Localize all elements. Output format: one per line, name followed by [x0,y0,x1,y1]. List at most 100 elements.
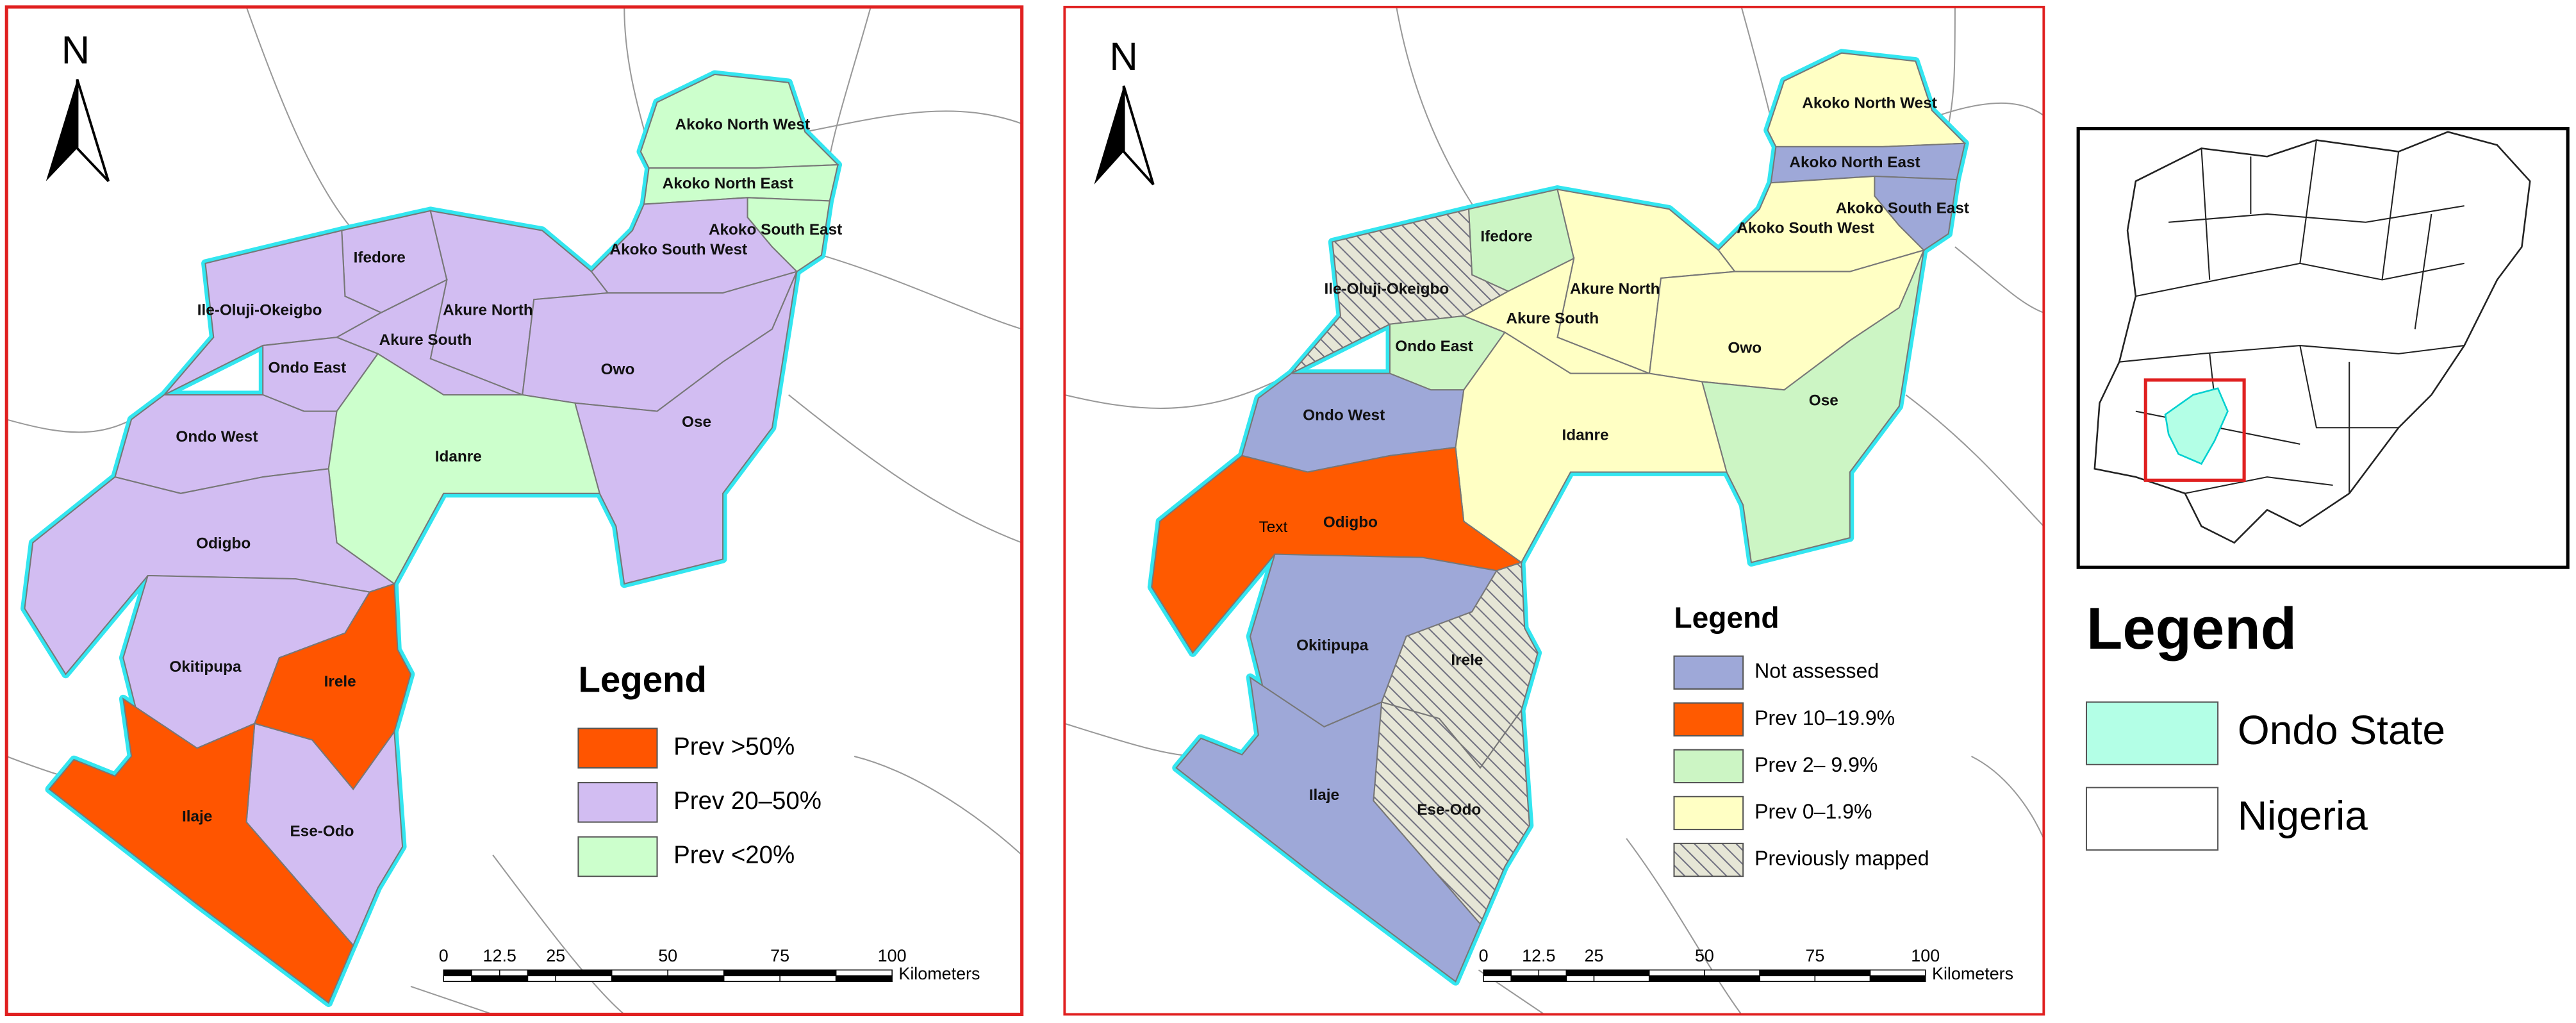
region-label: Akure North [1570,280,1660,297]
scale-segment [1483,969,1512,977]
region-label: Ose [682,413,711,431]
scale-segment [527,969,556,977]
legend-swatch [1673,749,1744,784]
region-label: Ilaje [1309,786,1339,804]
scale-segment [611,975,668,983]
region-label: Ifedore [354,249,406,267]
legend-swatch [577,728,658,769]
region-label: Akoko North West [675,116,811,133]
region-label: Okitipupa [1296,637,1369,654]
legend-label: Nigeria [2238,792,2368,838]
region [574,271,798,585]
legend-title: Legend [578,660,707,700]
region-label: Okitipupa [169,658,242,676]
region-label: Akure South [1506,310,1599,327]
region-label: Akoko North West [1802,95,1937,112]
scale-segment [499,969,529,977]
scale-segment [555,969,613,977]
legend-label: Prev 20–50% [673,787,822,815]
scale-segment [723,969,780,977]
scale-segment [471,969,500,977]
legend-swatch [577,836,658,877]
region-label: Owo [601,361,635,378]
scale-segment [779,975,837,983]
scale-segment [1869,975,1926,983]
legend-swatch [577,781,658,823]
scale-unit: Kilometers [1932,964,2013,983]
region-label: Akoko South West [610,241,748,258]
scale-tick-label: 75 [1805,946,1824,965]
region-label: Ifedore [1480,228,1532,245]
legend-label: Not assessed [1754,660,1879,683]
region-label: Ondo East [268,359,347,376]
scale-segment [527,975,556,983]
scale-tick-label: 12.5 [483,946,516,965]
scale-tick-label: 25 [1585,946,1604,965]
scale-segment [1483,975,1512,983]
scale-segment [667,969,725,977]
scale-tick-label: 0 [1479,946,1489,965]
scale-segment [443,969,472,977]
scale-segment [1593,969,1650,977]
region-label: Akoko South East [709,221,842,238]
region-label: Ondo West [176,428,258,445]
legend-label: Prev 10–19.9% [1754,706,1895,729]
scale-segment [555,975,613,983]
scale-segment [1538,969,1567,977]
scale-segment [1814,969,1871,977]
annotation: Text [1259,519,1288,536]
scale-tick-label: 50 [1695,946,1714,965]
scale-segment [1510,969,1540,977]
scale-segment [1565,975,1595,983]
region [1701,249,1925,563]
scale-tick-label: 12.5 [1522,946,1555,965]
inset-map [2076,127,2570,569]
legend-label: Prev >50% [673,733,795,760]
region-label: Ese-Odo [290,822,354,840]
region-label: Akoko North East [1789,154,1920,171]
map-frame [4,5,1024,1017]
legend-swatch [2085,701,2219,765]
scale-tick-label: 100 [878,946,907,965]
region-label: Ose [1809,392,1838,410]
scale-tick-label: 0 [439,946,449,965]
region-label: Odigbo [196,535,251,553]
region-label: Akure South [379,331,472,349]
scale-segment [443,975,472,983]
region-label: Irele [1451,652,1483,669]
region-label: Akure North [443,302,533,319]
region-label: Akoko North East [663,175,793,192]
legend-swatch [1673,655,1744,690]
legend-swatch [1673,702,1744,736]
region-label: Ese-Odo [1417,801,1481,819]
legend-label: Prev 0–1.9% [1754,800,1872,823]
scale-segment [835,969,893,977]
scale-segment [1704,969,1760,977]
north-label: N [62,28,90,72]
legends: Legend Prev >50% Prev 20–50% Prev <20% Legen… [577,595,2445,877]
region-label: Ondo East [1395,338,1473,355]
region-label: Ile-Oluji-Okeigbo [197,302,322,319]
region-label: Owo [1728,340,1762,357]
scale-segment [779,969,837,977]
region-label: Odigbo [1323,513,1378,531]
scale-segment [499,975,529,983]
scale-segment [1538,975,1567,983]
scale-segment [1704,975,1760,983]
legend-title: Legend [1674,601,1779,634]
scale-tick-label: 25 [546,946,565,965]
background-boundaries [1064,6,2044,1015]
scale-segment [1869,969,1926,977]
region-label: Ilaje [182,808,212,825]
scale-segment [1814,975,1871,983]
legend-label: Ondo State [2238,707,2445,753]
region-label: Akoko South East [1836,200,1969,217]
region-label: Ondo West [1303,407,1385,424]
region-label: Irele [324,673,356,690]
map-frame [1063,5,2045,1016]
north-arrow: N [1094,35,1155,186]
